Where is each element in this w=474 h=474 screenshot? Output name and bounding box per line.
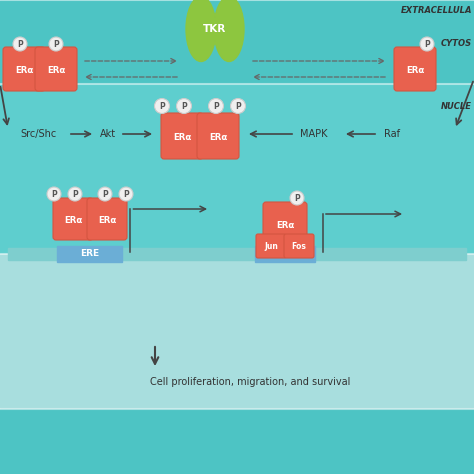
Text: EXTRACELLULA: EXTRACELLULA [401, 6, 472, 15]
Text: Akt: Akt [100, 129, 116, 139]
Text: P: P [17, 39, 23, 48]
Ellipse shape [186, 0, 216, 62]
Bar [0, 254, 474, 409]
FancyBboxPatch shape [53, 198, 93, 240]
Text: Src/Shc: Src/Shc [20, 129, 56, 139]
Text: TKR: TKR [203, 24, 227, 34]
Circle shape [290, 191, 304, 205]
Bar [0, 0, 474, 84]
Text: ERα: ERα [173, 133, 191, 142]
Text: P: P [51, 190, 57, 199]
Circle shape [209, 99, 224, 113]
FancyBboxPatch shape [256, 234, 286, 258]
Text: P: P [159, 101, 165, 110]
Text: ERα: ERα [98, 216, 116, 225]
Text: ERα: ERα [64, 216, 82, 225]
Circle shape [230, 99, 246, 113]
Circle shape [13, 37, 27, 51]
Circle shape [47, 187, 61, 201]
Text: NUCLE: NUCLE [441, 102, 472, 111]
Circle shape [68, 187, 82, 201]
Text: ERα: ERα [276, 220, 294, 229]
Text: MAPK: MAPK [300, 129, 328, 139]
Bar [57, 246, 122, 262]
FancyBboxPatch shape [87, 198, 127, 240]
Circle shape [98, 187, 112, 201]
Text: P: P [123, 190, 129, 199]
Bar [0, 84, 474, 254]
Text: ERE: ERE [81, 249, 100, 258]
Circle shape [49, 37, 63, 51]
Ellipse shape [214, 0, 244, 62]
Bar [255, 246, 315, 262]
Text: P: P [102, 190, 108, 199]
Text: CYTOS: CYTOS [441, 39, 472, 48]
Circle shape [119, 187, 133, 201]
Text: AP1: AP1 [275, 249, 295, 258]
Text: P: P [53, 39, 59, 48]
Text: P: P [181, 101, 187, 110]
Circle shape [176, 99, 191, 113]
FancyBboxPatch shape [3, 47, 45, 91]
Text: ERα: ERα [47, 65, 65, 74]
Text: ERα: ERα [15, 65, 33, 74]
Text: Raf: Raf [384, 129, 400, 139]
FancyBboxPatch shape [161, 113, 203, 159]
Circle shape [155, 99, 170, 113]
FancyBboxPatch shape [197, 113, 239, 159]
FancyBboxPatch shape [394, 47, 436, 91]
Text: Jun: Jun [264, 241, 278, 250]
Bar [8, 248, 466, 260]
Text: P: P [213, 101, 219, 110]
Circle shape [420, 37, 434, 51]
Text: P: P [72, 190, 78, 199]
Bar [0, 409, 474, 474]
Text: Cell proliferation, migration, and survival: Cell proliferation, migration, and survi… [150, 377, 350, 387]
FancyBboxPatch shape [35, 47, 77, 91]
FancyBboxPatch shape [284, 234, 314, 258]
Text: Fos: Fos [292, 241, 306, 250]
Text: P: P [235, 101, 241, 110]
Text: ERα: ERα [406, 65, 424, 74]
Text: P: P [294, 193, 300, 202]
FancyBboxPatch shape [263, 202, 307, 246]
Text: P: P [424, 39, 430, 48]
Text: ERα: ERα [209, 133, 227, 142]
